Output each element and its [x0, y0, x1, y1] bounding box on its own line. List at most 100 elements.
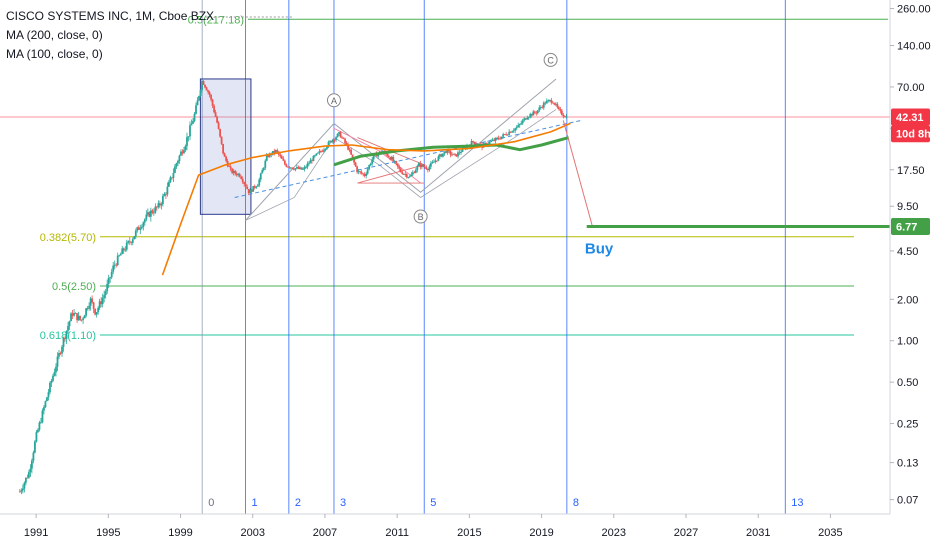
candle-body [502, 134, 505, 137]
symbol-title[interactable]: CISCO SYSTEMS INC, 1M, Cboe BZX [6, 9, 215, 23]
candle-body [110, 271, 113, 278]
candle-body [244, 183, 247, 187]
candle-body [225, 156, 228, 161]
candle-body [440, 154, 443, 157]
drawings-layer [199, 16, 582, 221]
candle-body [231, 168, 234, 174]
candle-body [158, 203, 161, 206]
candle-body [160, 203, 163, 206]
cycle-label: 0 [208, 497, 214, 509]
candle-body [416, 165, 419, 170]
candle-body [342, 137, 345, 139]
candle-body [177, 160, 179, 164]
candle-body [142, 222, 145, 227]
candle-body [371, 159, 374, 164]
candle-body [178, 155, 181, 161]
candle-body [341, 137, 343, 139]
candle-body [305, 167, 307, 168]
candle-body [363, 174, 366, 176]
candle-body [174, 166, 176, 173]
price-tick-label: 4.50 [897, 246, 918, 258]
price-tick-label: 0.25 [897, 419, 918, 431]
candle-body [219, 128, 222, 137]
candle-body [345, 142, 348, 145]
candle-body [330, 140, 333, 143]
candle-body [121, 248, 124, 255]
candle-body [109, 277, 112, 279]
candle-body [298, 167, 301, 169]
candle-body [276, 150, 279, 152]
candle-body [202, 81, 205, 85]
candle-body [258, 179, 261, 186]
candle-body [389, 157, 392, 160]
time-tick-label: 2015 [457, 527, 481, 539]
candle-body [457, 152, 459, 157]
candle-body [309, 160, 312, 164]
candle-body [553, 102, 556, 105]
candle-body [106, 283, 109, 292]
time-tick-label: 2031 [746, 527, 770, 539]
candle-body [556, 103, 559, 108]
wave-label-a: A [331, 96, 337, 106]
time-tick-label: 2007 [313, 527, 337, 539]
candle-body [27, 472, 30, 478]
highlight-rectangle [199, 78, 252, 215]
candle-body [515, 127, 518, 129]
ma-100-legend[interactable]: MA (100, close, 0) [6, 47, 103, 61]
candle-body [97, 307, 100, 313]
candle-body [289, 167, 292, 169]
candle-body [82, 318, 84, 320]
candle-body [101, 297, 104, 305]
candle-body [34, 441, 36, 453]
candle-body [455, 154, 458, 157]
candle-body [187, 136, 190, 138]
candle-body [509, 131, 512, 133]
candle-body [392, 156, 395, 162]
candle-body [201, 81, 203, 90]
candle-body [506, 134, 509, 136]
candle-body [387, 155, 390, 158]
candle-body [65, 330, 68, 339]
candles-layer [18, 79, 568, 495]
candle-body [530, 113, 533, 116]
candle-body [484, 143, 486, 144]
candle-body [180, 151, 182, 156]
trendline-dashed [234, 119, 582, 198]
candle-body [548, 100, 551, 101]
price-tick-label: 9.50 [897, 201, 918, 213]
candle-body [404, 173, 407, 175]
time-tick-label: 1995 [96, 527, 120, 539]
candle-body [557, 107, 560, 110]
candle-body [47, 392, 50, 398]
candle-body [208, 91, 211, 95]
candle-body [297, 167, 300, 169]
candle-body [315, 153, 318, 156]
candle-body [83, 315, 86, 319]
candle-body [175, 163, 178, 167]
candle-body [190, 123, 193, 126]
candle-body [541, 107, 544, 108]
time-tick-label: 2035 [818, 527, 842, 539]
candle-body [407, 177, 410, 178]
annotations-layer: Buy A B C [326, 52, 890, 258]
candle-body [256, 185, 259, 187]
candle-body [271, 150, 274, 155]
candle-body [437, 156, 440, 161]
candle-body [562, 114, 565, 117]
candle-body [554, 103, 557, 105]
candle-body [514, 128, 517, 131]
candle-body [46, 397, 48, 402]
candle-body [500, 136, 503, 140]
candle-body [155, 206, 158, 208]
candle-body [259, 173, 262, 180]
candle-body [273, 150, 276, 153]
wave-path-lower [245, 109, 557, 221]
cycle-label: 1 [252, 497, 258, 509]
candle-body [146, 212, 149, 215]
candle-body [195, 105, 197, 114]
candle-body [524, 118, 527, 120]
ma-200-legend[interactable]: MA (200, close, 0) [6, 28, 103, 42]
price-tick-label: 0.50 [897, 377, 918, 389]
